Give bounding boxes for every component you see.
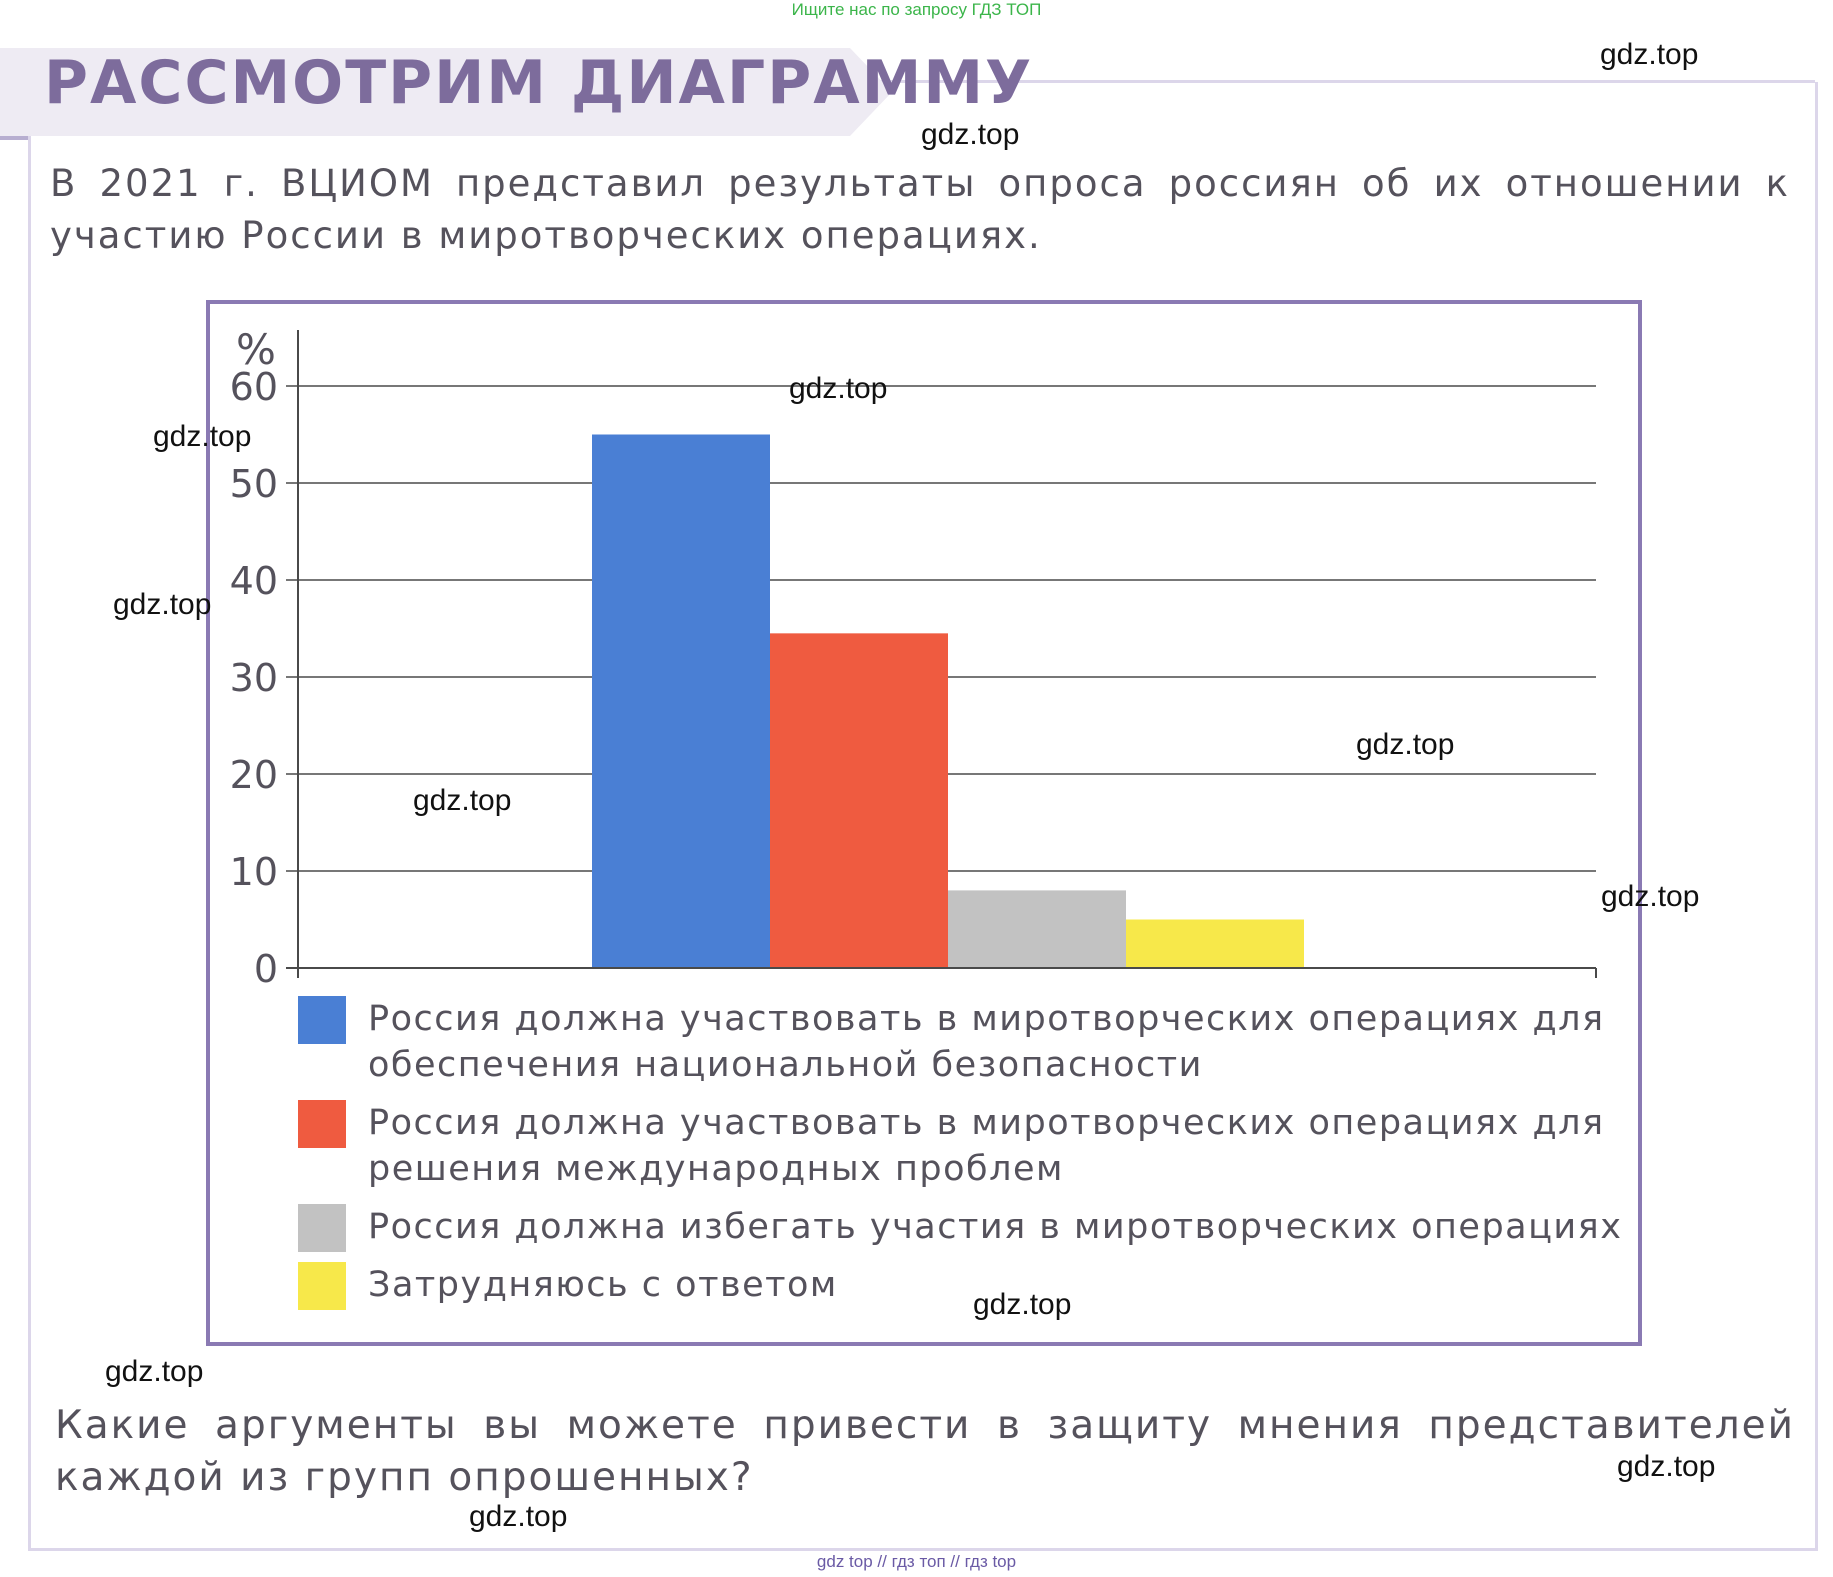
legend-item-1: Россия должна участвовать в миротворческ… [298, 996, 1668, 1088]
footer-watermark: gdz top // гдз топ // гдз top [816, 1552, 1017, 1571]
watermark: gdz.top [1601, 880, 1700, 913]
legend-label-1: Россия должна участвовать в миротворческ… [368, 999, 1605, 1085]
watermark: gdz.top [973, 1288, 1072, 1321]
page-frame [28, 82, 1818, 1551]
y-tick-labels: 0 10 20 30 40 50 60 [230, 365, 278, 991]
y-tick-label: 40 [230, 559, 278, 603]
top-hint: Ищите нас по запросу ГДЗ ТОП [791, 0, 1042, 19]
watermark: gdz.top [153, 420, 252, 453]
y-tick-label: 30 [230, 656, 278, 700]
watermark: gdz.top [413, 784, 512, 817]
y-tick-label: 10 [230, 850, 278, 894]
bar-4 [1126, 919, 1304, 968]
watermark: gdz.top [469, 1500, 568, 1533]
y-tick-label: 0 [254, 947, 278, 991]
watermark: gdz.top [113, 588, 212, 621]
legend-swatch-gray [298, 1204, 346, 1252]
legend-label-3: Россия должна избегать участия в миротво… [368, 1207, 1623, 1247]
bar-1 [592, 434, 770, 968]
bars [592, 434, 1304, 968]
axes [286, 330, 1597, 978]
watermark: gdz.top [1356, 728, 1455, 761]
legend-item-2: Россия должна участвовать в миротворческ… [298, 1100, 1668, 1192]
legend-swatch-yellow [298, 1262, 346, 1310]
y-tick-label: 50 [230, 462, 278, 506]
y-axis-unit-label: % [236, 325, 276, 374]
chart-frame [206, 300, 1642, 1346]
legend-item-4: Затрудняюсь с ответом [298, 1262, 1668, 1310]
legend-item-3: Россия должна избегать участия в миротво… [298, 1204, 1768, 1252]
legend-swatch-blue [298, 996, 346, 1044]
question-paragraph: Какие аргументы вы можете привести в защ… [55, 1403, 1795, 1500]
bar-3 [948, 890, 1126, 968]
y-tick-label: 20 [230, 753, 278, 797]
section-title: РАССМОТРИМ ДИАГРАММУ [44, 48, 1034, 118]
watermark: gdz.top [1617, 1450, 1716, 1483]
frame-top-line [880, 80, 1815, 83]
title-banner [0, 48, 892, 140]
legend-label-4: Затрудняюсь с ответом [368, 1265, 838, 1305]
bar-chart: 0 10 20 30 40 50 60 % [230, 325, 1597, 991]
watermark: gdz.top [1600, 38, 1699, 71]
bar-2 [770, 633, 948, 968]
y-tick-label: 60 [230, 365, 278, 409]
watermark: gdz.top [789, 372, 888, 405]
legend-label-2: Россия должна участвовать в миротворческ… [368, 1103, 1605, 1189]
watermark: gdz.top [105, 1355, 204, 1388]
intro-paragraph: В 2021 г. ВЦИОМ представил результаты оп… [50, 162, 1790, 257]
watermark: gdz.top [921, 118, 1020, 151]
legend-swatch-red [298, 1100, 346, 1148]
